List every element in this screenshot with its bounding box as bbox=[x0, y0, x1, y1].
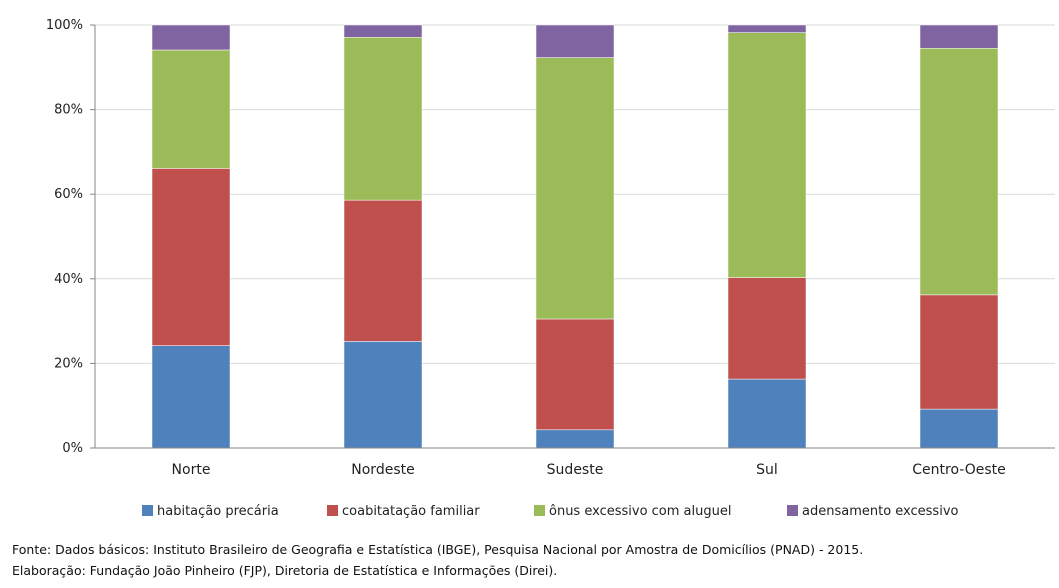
x-tick-label: Nordeste bbox=[351, 462, 414, 478]
y-tick-label: 20% bbox=[54, 356, 83, 371]
bar-segment bbox=[343, 341, 423, 449]
bar-segment bbox=[919, 24, 999, 49]
bar-segment bbox=[727, 277, 807, 380]
y-tick-label: 40% bbox=[54, 272, 83, 287]
y-tick-label: 0% bbox=[62, 441, 83, 456]
bar-segment bbox=[151, 24, 231, 51]
x-tick-label: Sul bbox=[756, 462, 778, 478]
bar-segment bbox=[535, 429, 615, 449]
bar-segment bbox=[343, 24, 423, 38]
bar-segment bbox=[727, 24, 807, 33]
footnote-source: Fonte: Dados básicos: Instituto Brasilei… bbox=[12, 542, 864, 557]
bar-segment bbox=[151, 49, 231, 169]
legend-swatch bbox=[787, 505, 798, 516]
y-tick-label: 60% bbox=[54, 187, 83, 202]
footnote-elaboration: Elaboração: Fundação João Pinheiro (FJP)… bbox=[12, 563, 558, 578]
bar-segment bbox=[919, 294, 999, 410]
bar-segment bbox=[727, 32, 807, 278]
bar-segment bbox=[151, 168, 231, 346]
x-tick-label: Norte bbox=[172, 462, 211, 478]
bar-segment bbox=[535, 57, 615, 320]
y-tick-label: 100% bbox=[46, 18, 83, 33]
bar-segment bbox=[535, 24, 615, 58]
bar-segment bbox=[151, 345, 231, 449]
y-tick-label: 80% bbox=[54, 103, 83, 118]
legend-label: coabitatação familiar bbox=[342, 504, 480, 519]
x-tick-label: Sudeste bbox=[547, 462, 604, 478]
bar-segment bbox=[727, 378, 807, 449]
legend-swatch bbox=[534, 505, 545, 516]
stacked-bar-chart: 0% 20% 40% 60% 80% 100% Norte Nordeste Sudeste Su… bbox=[46, 18, 1055, 519]
bar-segment bbox=[343, 37, 423, 201]
legend-label: ônus excessivo com aluguel bbox=[549, 504, 731, 519]
legend-swatch bbox=[142, 505, 153, 516]
bar-segment bbox=[535, 318, 615, 431]
legend-label: adensamento excessivo bbox=[802, 504, 959, 519]
bar-segment bbox=[919, 408, 999, 449]
bar-segment bbox=[919, 48, 999, 296]
legend-label: habitação precária bbox=[157, 504, 279, 519]
legend-swatch bbox=[327, 505, 338, 516]
x-tick-label: Centro-Oeste bbox=[912, 462, 1006, 478]
bar-segment bbox=[343, 199, 423, 342]
